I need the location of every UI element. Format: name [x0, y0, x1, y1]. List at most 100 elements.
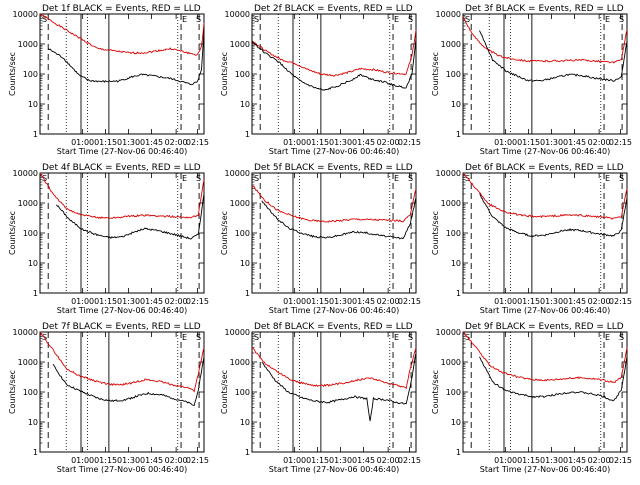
x-tick-label: 01:00 [283, 456, 306, 465]
x-tick-label: 01:45 [352, 456, 375, 465]
x-tick-label: 01:45 [140, 456, 163, 465]
plot-title: Det 6f BLACK = Events, RED = LLD [465, 163, 624, 173]
plot-panel-5: Det 5f BLACK = Events, RED = LLD 1 10 100 10… [220, 163, 421, 315]
plot-frame [251, 331, 417, 453]
y-tick-label: 10000 [13, 169, 38, 178]
x-tick-label: 01:00 [494, 138, 517, 147]
plot-title: Det 7f BLACK = Events, RED = LLD [42, 322, 201, 332]
y-tick-label: 1 [245, 289, 250, 298]
y-tick-label: 10000 [225, 328, 250, 337]
lld-series-line [462, 172, 628, 220]
x-tick-label: 02:00 [588, 297, 611, 306]
x-axis-label: Start Time (27-Nov-06 00:46:40) [57, 465, 187, 474]
x-tick-label: 01:30 [117, 138, 140, 147]
y-axis-label: Counts/sec [431, 211, 440, 255]
x-tick-label: 01:00 [71, 138, 94, 147]
plot-title: Det 1f BLACK = Events, RED = LLD [42, 4, 201, 14]
corner-mark: S [619, 333, 624, 342]
lld-series-line [251, 185, 417, 223]
y-axis-label: Counts/sec [220, 52, 229, 96]
x-tick-label: 01:15 [94, 297, 117, 306]
x-tick-label: 01:00 [283, 138, 306, 147]
y-tick-label: 10000 [225, 10, 250, 19]
y-axis-label: Counts/sec [8, 52, 17, 96]
y-tick-label: 1 [456, 130, 461, 139]
x-tick-label: 01:00 [71, 456, 94, 465]
events-series-line [56, 193, 205, 240]
plot-frame [39, 331, 205, 453]
plot-panel-7: Det 7f BLACK = Events, RED = LLD 1 10 100 10… [8, 322, 209, 474]
y-axis-label: Counts/sec [220, 370, 229, 414]
corner-mark: S [254, 174, 259, 183]
corner-mark: E [182, 333, 187, 342]
x-tick-label: 01:45 [140, 297, 163, 306]
plot-title: Det 4f BLACK = Events, RED = LLD [42, 163, 201, 173]
y-tick-label: 1 [245, 448, 250, 457]
y-tick-label: 10000 [13, 328, 38, 337]
x-tick-label: 01:15 [517, 297, 540, 306]
x-axis-label: Start Time (27-Nov-06 00:46:40) [480, 306, 610, 315]
y-axis-label: Counts/sec [431, 52, 440, 96]
plot-frame [462, 13, 628, 135]
y-tick-label: 10 [28, 100, 38, 109]
x-tick-label: 02:00 [165, 297, 188, 306]
corner-mark: S [465, 15, 470, 24]
x-tick-label: 02:15 [609, 456, 632, 465]
plot-panel-3: Det 3f BLACK = Events, RED = LLD 1 10 100 10… [431, 4, 632, 156]
y-tick-label: 10000 [436, 328, 461, 337]
x-tick-label: 01:30 [540, 138, 563, 147]
y-tick-label: 10 [28, 259, 38, 268]
events-series-line [47, 29, 205, 86]
y-tick-label: 100 [23, 70, 38, 79]
x-tick-label: 02:15 [609, 297, 632, 306]
x-tick-label: 01:15 [517, 138, 540, 147]
corner-mark: S [42, 174, 47, 183]
lld-series-line [39, 172, 205, 220]
y-tick-label: 1000 [18, 40, 38, 49]
plot-title: Det 3f BLACK = Events, RED = LLD [465, 4, 624, 14]
x-tick-label: 02:15 [186, 456, 209, 465]
lld-series-line [251, 346, 417, 390]
x-tick-label: 01:45 [563, 297, 586, 306]
x-tick-label: 01:15 [94, 456, 117, 465]
x-tick-label: 01:15 [517, 456, 540, 465]
corner-mark: E [605, 174, 610, 183]
y-tick-label: 1 [33, 130, 38, 139]
y-tick-label: 10 [451, 259, 461, 268]
y-tick-label: 100 [235, 388, 250, 397]
lld-series-line [39, 13, 205, 56]
x-tick-label: 02:00 [588, 456, 611, 465]
y-tick-label: 100 [446, 229, 461, 238]
y-tick-label: 10 [451, 418, 461, 427]
events-series-line [52, 356, 205, 407]
y-tick-label: 1000 [230, 199, 250, 208]
x-tick-label: 01:30 [117, 297, 140, 306]
x-tick-label: 02:15 [398, 456, 421, 465]
plot-panel-2: Det 2f BLACK = Events, RED = LLD 1 10 100 10… [220, 4, 421, 156]
x-tick-label: 01:15 [306, 138, 329, 147]
plot-panel-6: Det 6f BLACK = Events, RED = LLD 1 10 100 10… [431, 163, 632, 315]
corner-mark: S [42, 15, 47, 24]
y-tick-label: 1 [33, 448, 38, 457]
x-tick-label: 01:30 [329, 138, 352, 147]
y-tick-label: 10 [240, 259, 250, 268]
y-tick-label: 1 [456, 448, 461, 457]
x-tick-label: 01:00 [494, 456, 517, 465]
x-tick-label: 02:15 [609, 138, 632, 147]
plot-frame [462, 172, 628, 294]
corner-mark: E [394, 174, 399, 183]
x-tick-label: 01:30 [540, 297, 563, 306]
x-tick-label: 01:15 [306, 456, 329, 465]
plot-title: Det 8f BLACK = Events, RED = LLD [254, 322, 413, 332]
corner-mark: S [196, 15, 201, 24]
corner-mark: S [254, 333, 259, 342]
plot-panel-9: Det 9f BLACK = Events, RED = LLD 1 10 100 10… [431, 322, 632, 474]
y-tick-label: 100 [235, 229, 250, 238]
y-tick-label: 1000 [18, 358, 38, 367]
y-tick-label: 10000 [436, 10, 461, 19]
lld-series-line [463, 332, 628, 384]
corner-mark: S [408, 174, 413, 183]
y-tick-label: 10 [240, 100, 250, 109]
